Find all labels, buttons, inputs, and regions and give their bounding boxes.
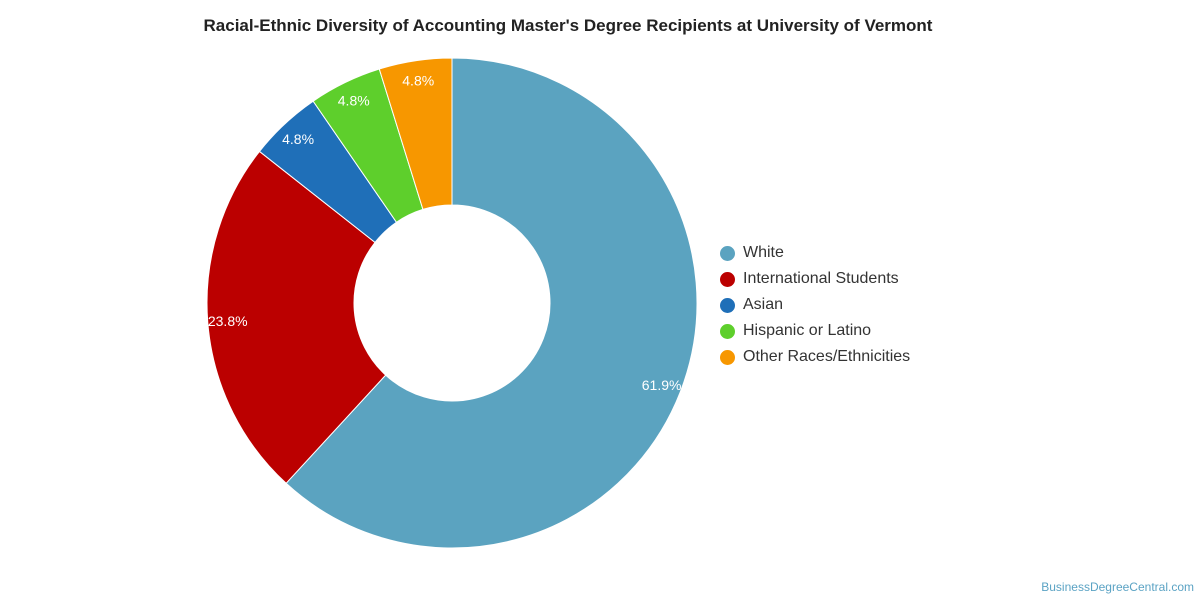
slice-label-white: 61.9% bbox=[642, 377, 682, 393]
slice-international-students[interactable] bbox=[206, 150, 387, 484]
slice-label-hispanic-or-latino: 4.8% bbox=[338, 93, 370, 109]
legend-item-white[interactable]: White bbox=[720, 240, 910, 266]
legend-item-asian[interactable]: Asian bbox=[720, 292, 910, 318]
legend-item-other-races-ethnicities[interactable]: Other Races/Ethnicities bbox=[720, 344, 910, 370]
legend-label: International Students bbox=[743, 270, 899, 287]
legend-label: Hispanic or Latino bbox=[743, 322, 872, 339]
source-credit[interactable]: BusinessDegreeCentral.com bbox=[1041, 580, 1194, 594]
chart-title: Racial-Ethnic Diversity of Accounting Ma… bbox=[203, 16, 933, 35]
legend: White International Students Asian Hispanic… bbox=[720, 240, 910, 370]
legend-swatch bbox=[720, 349, 735, 365]
legend-item-international-students[interactable]: International Students bbox=[720, 266, 910, 292]
legend-swatch bbox=[720, 271, 735, 287]
legend-swatch bbox=[720, 245, 735, 261]
slice-white[interactable] bbox=[285, 57, 698, 549]
legend-label: Other Races/Ethnicities bbox=[743, 348, 911, 365]
slice-other-races-ethnicities[interactable] bbox=[378, 57, 453, 211]
slice-label-international-students: 23.8% bbox=[208, 313, 248, 329]
legend-item-hispanic-or-latino[interactable]: Hispanic or Latino bbox=[720, 318, 910, 344]
legend-swatch bbox=[720, 297, 735, 313]
slice-label-other-races-ethnicities: 4.8% bbox=[402, 73, 434, 89]
legend-label: White bbox=[743, 244, 784, 261]
legend-label: Asian bbox=[743, 296, 784, 313]
legend-swatch bbox=[720, 323, 735, 339]
slice-label-asian: 4.8% bbox=[282, 131, 314, 147]
